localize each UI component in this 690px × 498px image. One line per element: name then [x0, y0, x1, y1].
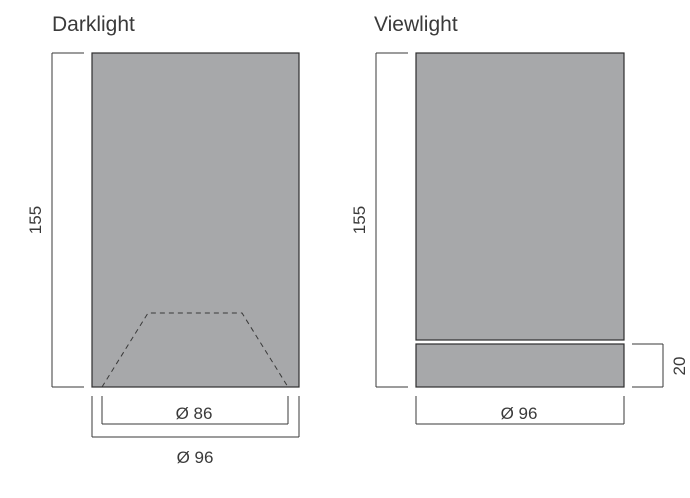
- viewlight-diameter-label: Ø 96: [501, 404, 538, 423]
- viewlight-title: Viewlight: [374, 13, 458, 36]
- darklight-inner-diameter-label: Ø 86: [176, 404, 213, 423]
- viewlight-drawing: Viewlight 155 20 Ø 96: [350, 13, 689, 425]
- darklight-outer-diameter-label: Ø 96: [177, 448, 214, 467]
- darklight-body: [91, 52, 300, 388]
- viewlight-body: [415, 52, 625, 341]
- viewlight-ring: [415, 343, 625, 388]
- viewlight-height-label: 155: [350, 206, 369, 234]
- darklight-height-label: 155: [26, 206, 45, 234]
- darklight-drawing: Darklight 155 Ø 86 Ø 96: [26, 13, 300, 467]
- viewlight-ring-height-label: 20: [670, 357, 689, 376]
- darklight-outer-diameter-dimension: [91, 396, 300, 438]
- darklight-title: Darklight: [52, 13, 135, 36]
- viewlight-height-dimension: [375, 52, 408, 388]
- viewlight-diameter-dimension: [415, 396, 625, 425]
- darklight-height-dimension: [51, 52, 84, 388]
- viewlight-ring-dimension: [632, 343, 664, 388]
- darklight-inner-diameter-dimension: [101, 396, 289, 425]
